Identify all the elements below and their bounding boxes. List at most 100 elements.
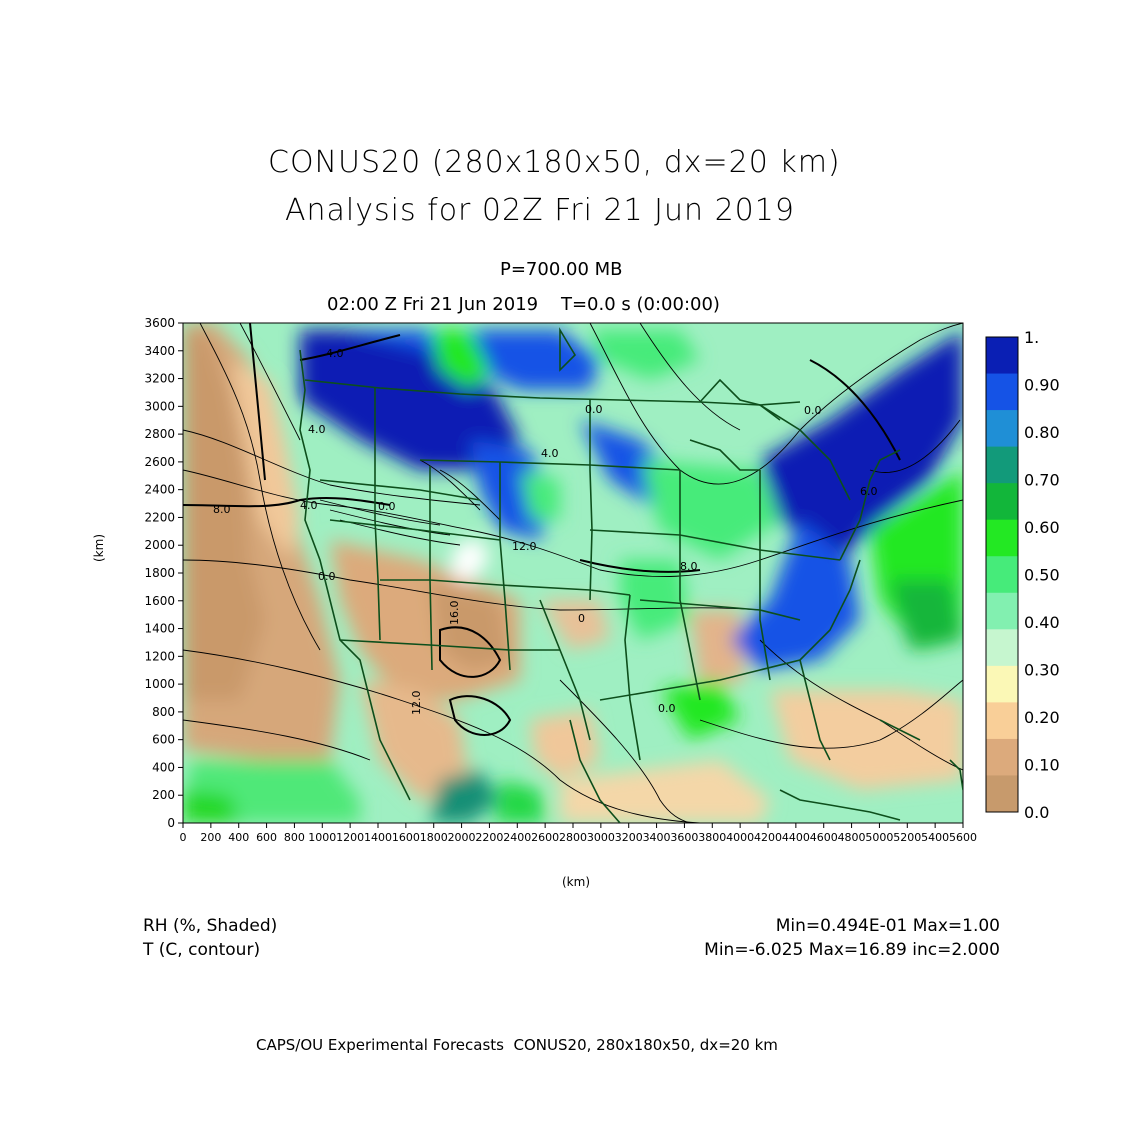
y-tick-label: 1600 (144, 594, 175, 608)
x-tick-label: 2400 (503, 831, 531, 844)
colorbar-segment (986, 738, 1018, 776)
y-tick-label: 800 (152, 705, 175, 719)
title-line-1: CONUS20 (280x180x50, dx=20 km) (268, 145, 841, 180)
colorbar-segment (986, 629, 1018, 667)
x-tick-label: 4600 (810, 831, 838, 844)
contour-label: 8.0 (680, 560, 698, 573)
colorbar-segment (986, 665, 1018, 703)
contour-labels: 4.0 8.0 4.0 0.0 4.0 0.0 16.0 12.0 12.0 0… (213, 347, 878, 715)
colorbar-segment (986, 483, 1018, 521)
y-tick-label: 3200 (144, 372, 175, 386)
colorbar-label: 0.30 (1024, 661, 1060, 680)
x-tick-label: 1600 (392, 831, 420, 844)
y-tick-label: 0 (167, 816, 175, 830)
x-tick-label: 600 (256, 831, 277, 844)
x-tick-label: 2200 (475, 831, 503, 844)
y-tick-label: 2800 (144, 427, 175, 441)
x-tick-label: 4800 (838, 831, 866, 844)
colorbar-segment (986, 373, 1018, 411)
colorbar: 1. 0.90 0.80 0.70 0.60 0.50 0.40 0.30 0.20 0.10 0.… (985, 328, 1060, 822)
x-tick-label: 5000 (865, 831, 893, 844)
y-tick-label: 2600 (144, 455, 175, 469)
x-tick-label: 800 (284, 831, 305, 844)
contour-label: 0.0 (658, 702, 676, 715)
colorbar-label: 0.10 (1024, 756, 1060, 775)
contour-label: 0.0 (585, 403, 603, 416)
rh-shading (183, 323, 963, 823)
x-tick-label: 2000 (448, 831, 476, 844)
x-tick-label: 3600 (670, 831, 698, 844)
x-tick-label: 1400 (364, 831, 392, 844)
x-tick-label: 5600 (949, 831, 977, 844)
x-tick-label: 3400 (643, 831, 671, 844)
x-tick-label: 5400 (921, 831, 949, 844)
temperature-contours (183, 323, 963, 823)
colorbar-segment (986, 775, 1018, 813)
x-tick-label: 4400 (782, 831, 810, 844)
colorbar-label: 0.60 (1024, 518, 1060, 537)
contour-label: 4.0 (300, 499, 318, 512)
contour-label: 4.0 (308, 423, 326, 436)
x-tick-label: 0 (180, 831, 187, 844)
legend-temp-range: Min=-6.025 Max=16.89 inc=2.000 (704, 940, 1000, 960)
colorbar-segment (986, 446, 1018, 484)
colorbar-label: 0.0 (1024, 803, 1049, 822)
x-tick-label: 5200 (893, 831, 921, 844)
footer-credit: CAPS/OU Experimental Forecasts CONUS20, … (256, 1036, 778, 1054)
y-tick-label: 600 (152, 733, 175, 747)
x-tick-label: 200 (200, 831, 221, 844)
state-boundaries (299, 327, 963, 823)
x-tick-label: 1200 (336, 831, 364, 844)
x-tick-label: 1800 (420, 831, 448, 844)
colorbar-segment (986, 519, 1018, 557)
contour-label: 4.0 (541, 447, 559, 460)
contour-label: 0.0 (318, 570, 336, 583)
x-tick-label: 1000 (308, 831, 336, 844)
level-label: P=700.00 MB (500, 259, 623, 280)
contour-label: 0 (578, 612, 585, 625)
y-axis-label: (km) (92, 533, 106, 562)
y-tick-label: 2400 (144, 483, 175, 497)
colorbar-segment (986, 556, 1018, 594)
y-tick-label: 1200 (144, 649, 175, 663)
y-tick-label: 400 (152, 760, 175, 774)
x-axis: 0 200 400 600 800 1000 1200 1400 1600 1800 2000 220… (180, 823, 977, 844)
x-tick-label: 2800 (559, 831, 587, 844)
temperature-contours-bold (183, 323, 901, 736)
colorbar-segment (986, 592, 1018, 630)
legend-rh: RH (%, Shaded) (143, 916, 278, 936)
contour-label: 0.0 (804, 404, 822, 417)
y-tick-label: 1000 (144, 677, 175, 691)
colorbar-label: 1. (1024, 328, 1039, 347)
colorbar-label: 0.20 (1024, 708, 1060, 727)
colorbar-segment (986, 410, 1018, 448)
contour-label: 6.0 (860, 485, 878, 498)
colorbar-segment (986, 337, 1018, 375)
x-tick-label: 3000 (587, 831, 615, 844)
y-axis: 0 200 400 600 800 1000 1200 1400 1600 1800 2000 220… (144, 316, 183, 830)
x-tick-label: 4200 (754, 831, 782, 844)
y-tick-label: 2000 (144, 538, 175, 552)
x-tick-label: 2600 (531, 831, 559, 844)
x-tick-label: 4000 (726, 831, 754, 844)
contour-label: 0.0 (378, 500, 396, 513)
contour-label: 12.0 (410, 691, 423, 716)
y-tick-label: 2200 (144, 510, 175, 524)
y-tick-label: 1800 (144, 566, 175, 580)
legend-rh-range: Min=0.494E-01 Max=1.00 (775, 916, 1000, 936)
colorbar-frame (985, 336, 1019, 813)
colorbar-label: 0.40 (1024, 613, 1060, 632)
title-line-2: Analysis for 02Z Fri 21 Jun 2019 (285, 193, 795, 228)
colorbar-segment (986, 702, 1018, 740)
time-label: 02:00 Z Fri 21 Jun 2019 T=0.0 s (0:00:00… (327, 294, 720, 315)
x-axis-label: (km) (562, 875, 591, 889)
contour-label: 8.0 (213, 503, 231, 516)
colorbar-label: 0.90 (1024, 376, 1060, 395)
legend-temp: T (C, contour) (143, 940, 261, 960)
y-tick-label: 3600 (144, 316, 175, 330)
contour-label: 16.0 (448, 601, 461, 626)
y-tick-label: 3400 (144, 344, 175, 358)
colorbar-label: 0.80 (1024, 423, 1060, 442)
y-tick-label: 1400 (144, 622, 175, 636)
